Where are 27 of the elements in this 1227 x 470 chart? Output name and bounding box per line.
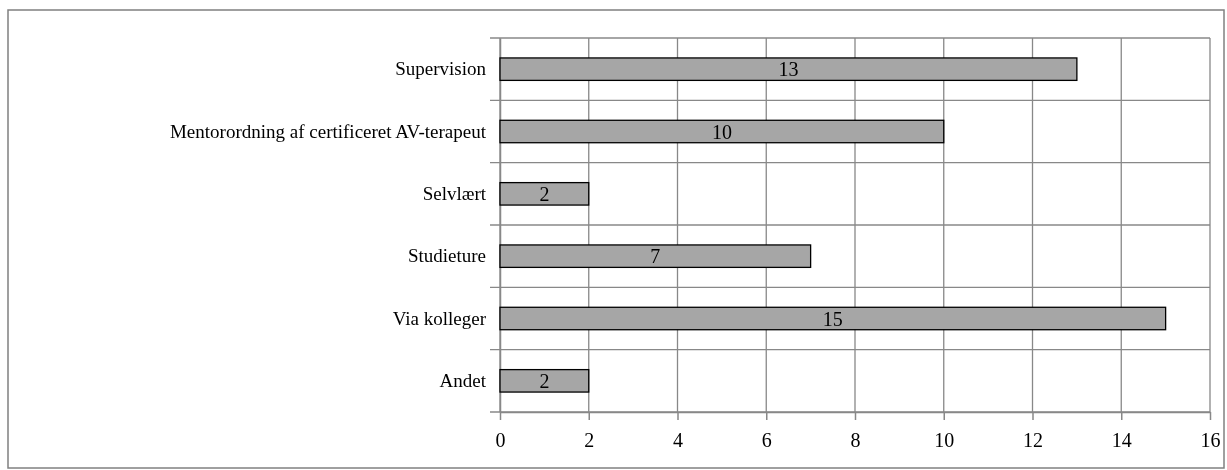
bar	[499, 306, 1167, 331]
bar	[499, 57, 1078, 82]
data-label: 2	[539, 369, 550, 392]
bar	[499, 368, 590, 393]
data-label: 13	[778, 58, 799, 81]
data-label: 10	[711, 120, 732, 143]
x-tick-label: 10	[934, 429, 955, 451]
y-tick-label: Via kolleger	[392, 307, 487, 329]
x-tick-label: 16	[1200, 429, 1221, 451]
x-tick-label: 12	[1023, 429, 1043, 451]
bar	[499, 119, 945, 144]
x-tick-label: 14	[1111, 429, 1132, 451]
y-tick-label: Supervision	[395, 58, 487, 80]
bar	[499, 244, 812, 269]
data-label: 2	[539, 182, 550, 205]
data-label: 15	[822, 307, 843, 330]
x-tick-label: 8	[850, 429, 861, 451]
x-tick-label: 2	[584, 429, 595, 451]
data-label: 7	[650, 245, 661, 268]
y-tick-label: Studieture	[407, 245, 486, 267]
bar	[499, 181, 590, 206]
x-tick-label: 6	[761, 429, 772, 451]
x-tick-label: 0	[495, 429, 506, 451]
y-tick-label: Selvlært	[422, 182, 487, 204]
x-tick-label: 4	[673, 429, 683, 451]
y-tick-label: Mentorordning af certificeret AV-terapeut	[169, 120, 487, 142]
y-tick-label: Andet	[439, 369, 487, 391]
